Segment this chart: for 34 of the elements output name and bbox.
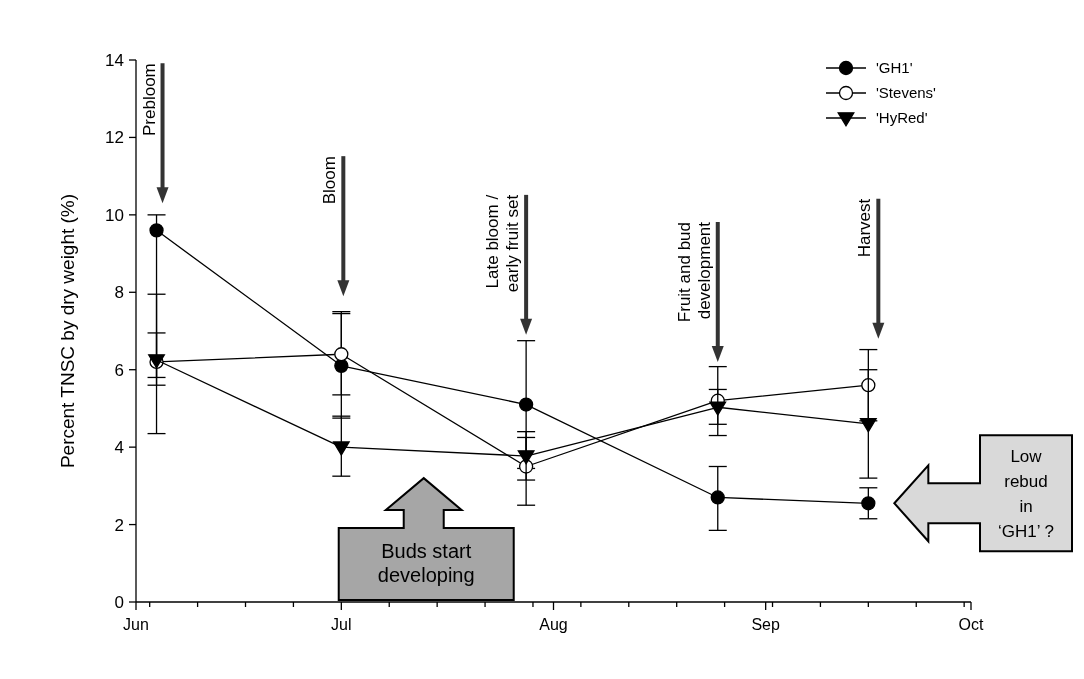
text: Low rebud in ‘GH1’ ?	[997, 447, 1055, 542]
annotation: Prebloom	[139, 63, 159, 137]
x-tick-label: Jul	[331, 616, 352, 633]
annotation: Buds start developing	[377, 540, 475, 587]
y-tick-label: 6	[114, 360, 124, 380]
y-tick-label: 2	[114, 515, 124, 535]
point	[861, 378, 876, 393]
annotation: Late bloom / early fruit set	[483, 194, 523, 293]
legend-label: 'GH1'	[876, 59, 913, 76]
y-tick-label: 0	[114, 593, 124, 612]
legend-label: 'HyRed'	[876, 109, 928, 126]
point	[861, 496, 876, 511]
annotation: Harvest	[855, 198, 875, 258]
y-tick-label: 8	[114, 283, 124, 303]
point	[517, 450, 535, 465]
y-axis-title: Percent TNSC by dry weight (%)	[57, 193, 78, 469]
point	[149, 223, 164, 238]
point	[710, 490, 725, 505]
y-tick-label: 4	[114, 438, 124, 458]
x-tick-label: Sep	[751, 616, 781, 633]
annotation: Fruit and bud development	[674, 221, 714, 323]
y-tick-label: 14	[105, 51, 124, 70]
x-tick-label: Oct	[958, 616, 984, 633]
point	[334, 347, 349, 362]
x-tick-label: Aug	[539, 616, 568, 633]
annotation: Bloom	[320, 156, 340, 205]
point	[332, 441, 350, 456]
legend-label: 'Stevens'	[876, 84, 937, 101]
point	[518, 397, 534, 412]
y-tick-label: 12	[105, 128, 124, 148]
y-tick-label: 10	[105, 205, 124, 225]
x-tick-label: Jun	[123, 616, 149, 633]
point	[859, 418, 877, 433]
point	[709, 401, 727, 416]
